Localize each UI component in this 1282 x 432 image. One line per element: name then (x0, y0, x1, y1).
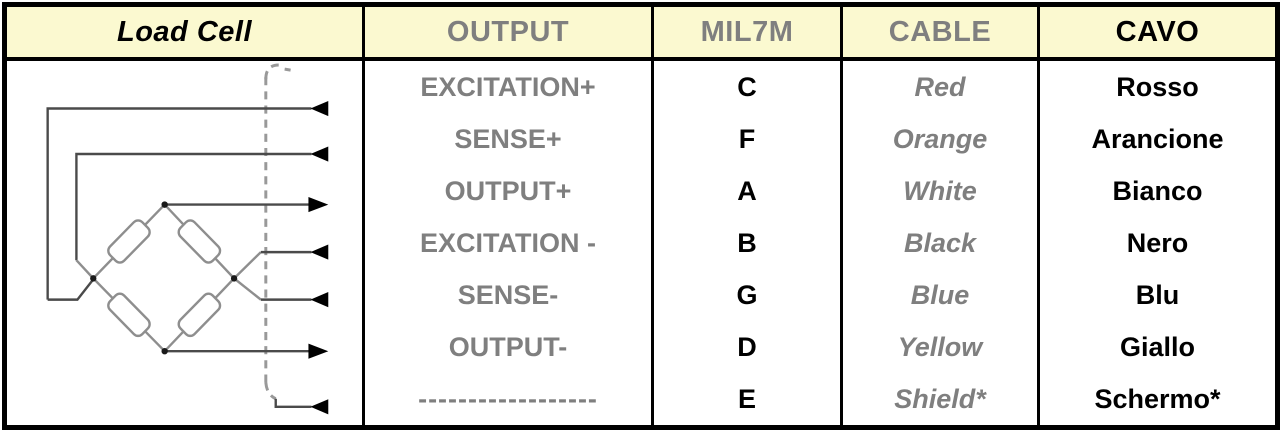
bridge-arms (91, 202, 236, 353)
cavo-column: Rosso Arancione Bianco Nero Blu Giallo S… (1040, 61, 1275, 425)
output-value: OUTPUT- (448, 331, 568, 362)
bridge-bottom-node (161, 347, 168, 355)
resistor (177, 292, 222, 338)
output-value: EXCITATION+ (420, 71, 596, 102)
cavo-color: Schermo* (1094, 383, 1221, 414)
cavo-color: Giallo (1119, 331, 1195, 362)
shield-bottom-hook (264, 382, 277, 401)
load-cell-diagram-cell (7, 61, 365, 425)
header-cable: CABLE (843, 7, 1040, 61)
cable-color: Yellow (897, 331, 983, 362)
sense-plus-branch (75, 259, 95, 280)
header-mil7m: MIL7M (654, 7, 843, 61)
excitation-plus-wire (46, 107, 312, 300)
mil7m-pin: D (737, 331, 757, 362)
resistor (177, 219, 222, 264)
shield-wire (274, 398, 312, 409)
bridge-right-node (230, 275, 238, 282)
shield-top-dot (284, 67, 291, 72)
output-plus-arrow-icon (308, 196, 329, 213)
output-value: SENSE+ (454, 123, 562, 154)
wheatstone-bridge (90, 201, 238, 355)
excitation-minus-arrow-icon (310, 244, 329, 260)
output-value: ------------------ (418, 383, 598, 414)
shield-top-hook (264, 63, 279, 80)
cable-color: Black (903, 227, 977, 258)
sense-plus-arrow-icon (310, 146, 329, 162)
bridge-left-node (90, 275, 97, 282)
mil7m-pin: E (737, 383, 756, 414)
mil7m-pin: C (737, 71, 757, 102)
cavo-color: Nero (1126, 227, 1189, 258)
bridge-top-node (161, 201, 168, 208)
cavo-color: Arancione (1091, 123, 1224, 154)
cable-color: Red (914, 71, 966, 102)
output-value: OUTPUT+ (444, 175, 572, 206)
mil7m-pin: F (738, 123, 756, 154)
cable-color: Blue (910, 279, 970, 310)
sense-minus-branch (233, 277, 262, 301)
mil7m-pin: B (737, 227, 757, 258)
output-column: EXCITATION+ SENSE+ OUTPUT+ EXCITATION - … (365, 61, 654, 425)
excitation-minus-branch (233, 251, 262, 280)
load-cell-schematic (46, 63, 329, 415)
output-minus-arrow-icon (308, 343, 329, 359)
sense-plus-wire (75, 152, 312, 261)
mil7m-pin: A (737, 175, 757, 206)
cavo-color: Rosso (1116, 71, 1199, 102)
sense-minus-arrow-icon (310, 292, 329, 308)
cable-color: White (903, 175, 977, 206)
resistor (107, 219, 151, 264)
header-output: OUTPUT (365, 7, 654, 61)
excitation-plus-branch (47, 278, 95, 301)
cable-color: Shield* (894, 383, 986, 414)
resistor (107, 292, 151, 338)
header-load-cell: Load Cell (7, 7, 365, 61)
cable-column: Red Orange White Black Blue Yellow Shiel… (843, 61, 1040, 425)
excitation-plus-arrow-icon (310, 100, 329, 117)
cavo-color: Blu (1135, 279, 1180, 310)
output-value: EXCITATION - (420, 227, 596, 258)
header-cavo: CAVO (1040, 7, 1275, 61)
cable-color: Orange (892, 123, 988, 154)
mil7m-column: C F A B G D E (654, 61, 843, 425)
shield-arrow-icon (310, 399, 329, 415)
mil7m-pin: G (736, 279, 758, 310)
output-value: SENSE- (457, 279, 559, 310)
cavo-color: Bianco (1112, 175, 1203, 206)
